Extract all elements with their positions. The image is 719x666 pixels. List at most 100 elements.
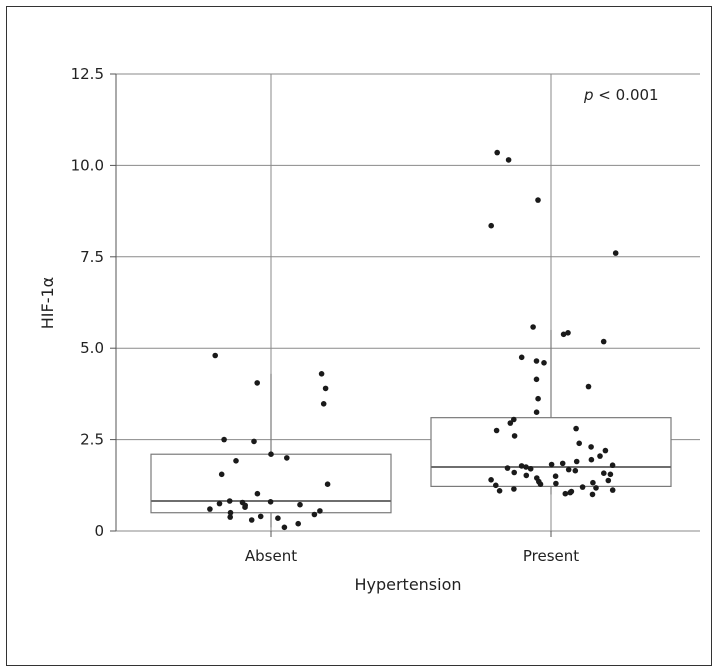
data-point [605, 477, 612, 484]
data-point [233, 458, 239, 464]
data-point [533, 409, 540, 416]
data-point [585, 383, 592, 390]
data-point [281, 524, 288, 531]
data-point [218, 471, 225, 478]
data-point [318, 371, 325, 377]
y-tick-label: 10.0 [71, 156, 104, 174]
data-point [535, 395, 541, 402]
data-points [207, 149, 619, 531]
data-point [597, 453, 603, 459]
data-point [494, 149, 501, 156]
y-tick-label: 12.5 [71, 65, 104, 83]
data-point [505, 157, 512, 163]
data-point [559, 460, 566, 467]
data-point [607, 471, 614, 478]
data-point [560, 331, 567, 338]
data-point [573, 458, 580, 465]
data-point [488, 222, 495, 229]
data-point [488, 477, 494, 483]
gridlines [110, 73, 700, 537]
data-point [527, 466, 534, 472]
data-point [548, 461, 555, 468]
p-value-text: < 0.001 [594, 86, 659, 104]
data-point [248, 517, 255, 523]
data-point [320, 401, 327, 407]
data-point [588, 444, 594, 450]
data-point [216, 500, 223, 507]
data-point [530, 324, 536, 330]
data-point [507, 420, 514, 426]
x-tick-label: Absent [245, 547, 297, 565]
data-point [553, 480, 559, 487]
x-tick-label: Present [523, 547, 579, 565]
y-tick-label: 2.5 [80, 431, 104, 449]
data-point [311, 511, 318, 518]
data-point [537, 481, 544, 488]
data-point [268, 451, 274, 458]
data-point [227, 509, 234, 516]
data-point [267, 499, 274, 505]
y-tick-label: 7.5 [80, 248, 104, 266]
data-point [511, 486, 517, 492]
data-point [242, 504, 248, 511]
data-point [518, 354, 525, 361]
data-point [590, 479, 596, 486]
data-point [552, 473, 559, 480]
data-point [275, 515, 281, 521]
data-point [541, 360, 547, 366]
data-point [212, 352, 218, 359]
data-point [297, 501, 303, 508]
x-axis-title: Hypertension [354, 575, 461, 594]
data-point [257, 513, 264, 520]
data-point [602, 447, 609, 454]
data-point [533, 358, 540, 364]
data-point [511, 469, 517, 476]
data-point [533, 376, 540, 383]
data-point [504, 465, 511, 471]
data-point [523, 464, 529, 470]
data-point [562, 490, 569, 497]
data-point [579, 484, 586, 490]
data-point [535, 197, 541, 203]
data-point [251, 438, 257, 445]
data-point [284, 455, 290, 461]
data-point [600, 338, 607, 345]
data-point [588, 456, 595, 463]
data-point [221, 436, 227, 443]
chart-svg: 02.55.07.510.012.5 Absent Present HIF-1α … [38, 65, 700, 594]
data-point [593, 485, 599, 491]
data-point [324, 481, 331, 488]
data-point [317, 508, 323, 514]
data-point [254, 490, 261, 497]
data-point [609, 487, 616, 493]
data-point [573, 425, 579, 432]
data-point [518, 463, 525, 469]
x-tick-labels: Absent Present [245, 547, 579, 565]
data-point [609, 462, 616, 469]
data-point [511, 433, 518, 439]
data-point [322, 385, 329, 392]
y-tick-label: 5.0 [80, 339, 104, 357]
y-tick-label: 0 [94, 522, 104, 540]
data-point [207, 506, 213, 512]
box-present [430, 417, 672, 487]
data-point [511, 416, 517, 423]
data-point [254, 380, 260, 386]
data-point [567, 489, 573, 496]
p-symbol: p [583, 86, 594, 104]
y-tick-labels: 0 2.5 5.0 7.5 10.0 12.5 [71, 65, 104, 540]
data-point [612, 250, 619, 256]
data-point [523, 472, 530, 479]
data-point [589, 491, 596, 498]
data-point [576, 440, 582, 447]
y-axis-title: HIF-1α [38, 277, 57, 329]
data-point [493, 427, 500, 434]
data-point [572, 467, 579, 474]
data-point [295, 520, 302, 527]
data-point [565, 466, 572, 473]
p-value-annotation: p < 0.001 [583, 86, 659, 104]
data-point [226, 498, 233, 504]
data-point [565, 330, 571, 336]
data-point [227, 514, 233, 520]
data-point [493, 482, 499, 489]
